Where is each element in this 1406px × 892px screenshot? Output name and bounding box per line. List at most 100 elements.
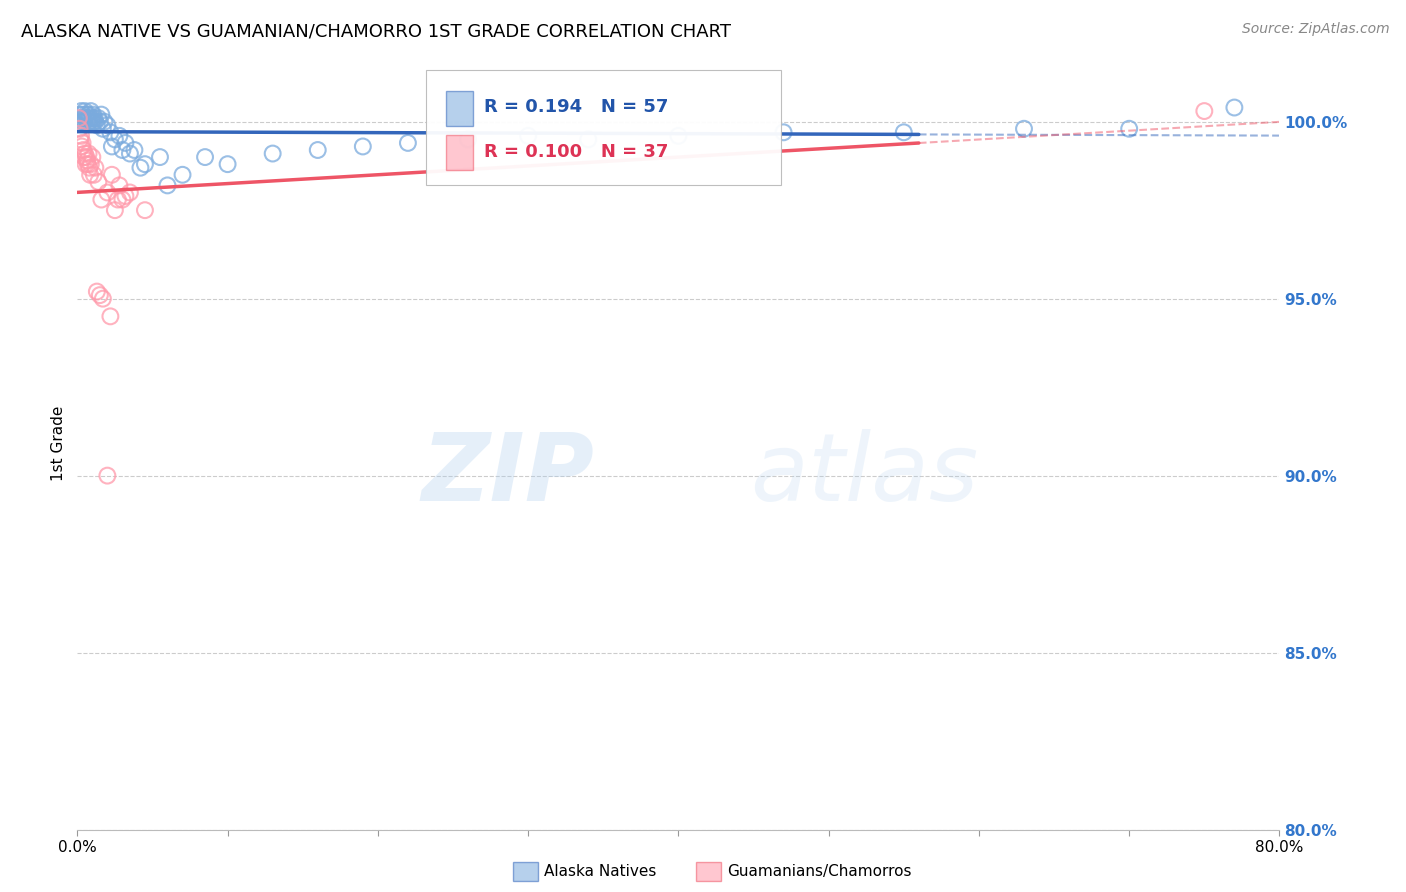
Point xyxy=(156,178,179,193)
Point xyxy=(86,285,108,299)
Text: R = 0.100   N = 37: R = 0.100 N = 37 xyxy=(484,143,668,161)
Point xyxy=(149,150,172,164)
Point xyxy=(1012,121,1035,136)
Point xyxy=(72,143,94,157)
Point xyxy=(118,146,141,161)
Point xyxy=(77,107,100,121)
Text: ZIP: ZIP xyxy=(422,429,595,521)
Point xyxy=(172,168,194,182)
Point xyxy=(217,157,239,171)
Point xyxy=(134,203,156,218)
Point xyxy=(76,153,98,168)
Point xyxy=(73,104,96,119)
Point xyxy=(87,111,110,125)
Point xyxy=(893,125,915,139)
Point xyxy=(100,310,122,324)
Point xyxy=(576,132,599,146)
Point xyxy=(73,146,96,161)
Point xyxy=(517,128,540,143)
Bar xyxy=(446,91,472,126)
Point xyxy=(83,168,105,182)
Point xyxy=(76,114,98,128)
Point xyxy=(83,114,105,128)
Point xyxy=(79,111,101,125)
Text: Guamanians/Chamorros: Guamanians/Chamorros xyxy=(727,864,911,879)
Point xyxy=(111,143,134,157)
Point xyxy=(104,203,127,218)
Point xyxy=(67,111,90,125)
Point xyxy=(1194,104,1216,119)
Point xyxy=(69,107,91,121)
Point xyxy=(194,150,217,164)
Point xyxy=(72,111,94,125)
Point xyxy=(75,157,97,171)
Point xyxy=(108,128,131,143)
Text: R = 0.194   N = 57: R = 0.194 N = 57 xyxy=(484,98,668,116)
Point xyxy=(90,107,112,121)
Point xyxy=(111,193,134,207)
Point xyxy=(73,114,96,128)
Point xyxy=(83,111,105,125)
Point xyxy=(84,114,107,128)
Point xyxy=(108,178,131,193)
Point xyxy=(80,114,103,128)
Point xyxy=(76,111,98,125)
Point xyxy=(75,150,97,164)
Point xyxy=(69,132,91,146)
Point xyxy=(77,146,100,161)
Point xyxy=(89,288,111,302)
Point xyxy=(101,168,124,182)
Text: Source: ZipAtlas.com: Source: ZipAtlas.com xyxy=(1241,22,1389,37)
Y-axis label: 1st Grade: 1st Grade xyxy=(51,406,66,482)
Point xyxy=(84,161,107,175)
Point xyxy=(69,121,91,136)
Point xyxy=(89,114,111,128)
Point xyxy=(79,114,101,128)
Point xyxy=(90,193,112,207)
Point xyxy=(79,168,101,182)
Point xyxy=(80,157,103,171)
Point xyxy=(107,193,129,207)
Point xyxy=(118,186,141,200)
Point xyxy=(668,128,690,143)
Point xyxy=(124,143,146,157)
Point xyxy=(70,128,93,143)
Point xyxy=(82,107,104,121)
Point xyxy=(70,139,93,153)
Bar xyxy=(446,135,472,169)
Point xyxy=(114,136,136,150)
Point xyxy=(96,118,118,132)
Point xyxy=(87,175,110,189)
Point xyxy=(91,292,114,306)
Point xyxy=(1223,101,1246,115)
Point xyxy=(80,104,103,119)
Text: Alaska Natives: Alaska Natives xyxy=(544,864,657,879)
FancyBboxPatch shape xyxy=(426,70,780,186)
Point xyxy=(72,107,94,121)
Point xyxy=(101,139,124,153)
Point xyxy=(1118,121,1140,136)
Point xyxy=(96,468,118,483)
Point xyxy=(86,118,108,132)
Point xyxy=(69,111,91,125)
Point xyxy=(457,132,479,146)
Point xyxy=(114,189,136,203)
Point xyxy=(772,125,794,139)
Point xyxy=(72,136,94,150)
Point xyxy=(104,132,127,146)
Point xyxy=(91,121,114,136)
Point xyxy=(73,150,96,164)
Point xyxy=(70,104,93,119)
Point xyxy=(76,157,98,171)
Point xyxy=(307,143,329,157)
Point xyxy=(100,125,122,139)
Point xyxy=(134,157,156,171)
Point xyxy=(75,111,97,125)
Point xyxy=(79,161,101,175)
Point xyxy=(82,111,104,125)
Point xyxy=(70,114,93,128)
Point xyxy=(396,136,419,150)
Text: ALASKA NATIVE VS GUAMANIAN/CHAMORRO 1ST GRADE CORRELATION CHART: ALASKA NATIVE VS GUAMANIAN/CHAMORRO 1ST … xyxy=(21,22,731,40)
Point xyxy=(93,114,115,128)
Point xyxy=(352,139,374,153)
